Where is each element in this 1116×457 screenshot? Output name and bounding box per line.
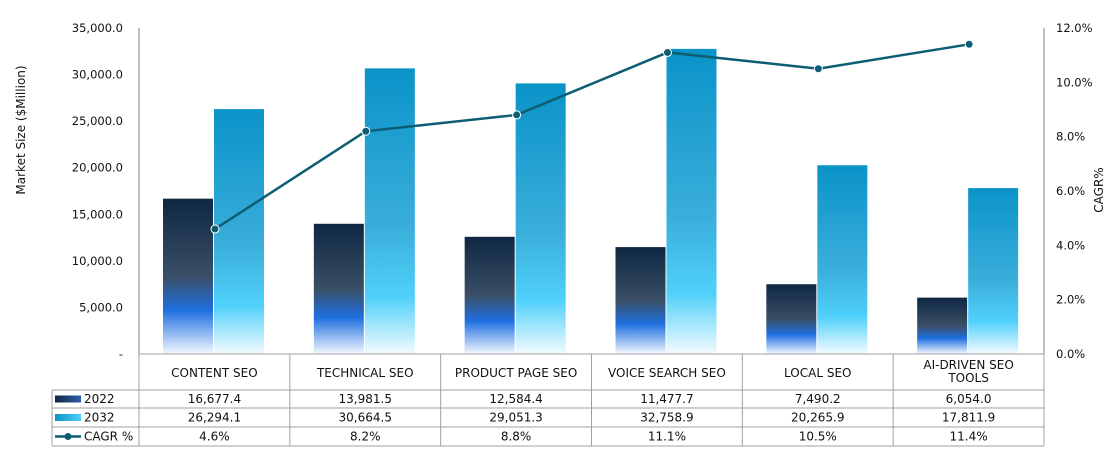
category-label-line: VOICE SEARCH SEO — [608, 366, 726, 380]
y-right-tick-label: 12.0% — [1056, 21, 1093, 35]
category-label-line: TOOLS — [947, 371, 989, 385]
table-value: 11,477.7 — [640, 392, 693, 406]
cagr-point — [663, 47, 672, 57]
table-value: 7,490.2 — [795, 392, 841, 406]
category-label: TECHNICAL SEO — [316, 366, 414, 380]
category-label-line: LOCAL SEO — [784, 366, 851, 380]
bar-2022 — [464, 236, 515, 354]
category-label-line: TECHNICAL SEO — [316, 366, 414, 380]
axes — [138, 28, 1045, 354]
bar-2032 — [515, 83, 566, 354]
y-right-tick-label: 0.0% — [1056, 347, 1085, 361]
y-left-tick-label: 35,000.0 — [72, 21, 123, 35]
y-left-tick-label: - — [119, 347, 123, 361]
y-left-tick-label: 15,000.0 — [72, 207, 123, 221]
bar-2022 — [615, 247, 666, 354]
y-right-ticks: 0.0% 2.0% 4.0% 6.0% 8.0% 10.0% 12.0% — [1056, 21, 1093, 361]
y-left-axis-title: Market Size ($Million) — [14, 65, 28, 194]
legend-label: 2022 — [84, 392, 115, 406]
bar-2032 — [214, 109, 264, 355]
bar-2032 — [364, 68, 415, 355]
table-value: 11.4% — [950, 430, 988, 444]
legend-label: 2032 — [84, 411, 115, 425]
y-right-axis-title: CAGR% — [1092, 167, 1106, 212]
cagr-point — [210, 224, 220, 234]
legend-label: CAGR % — [84, 430, 133, 444]
table-value: 32,758.9 — [640, 411, 693, 425]
cagr-line-path — [214, 43, 970, 231]
bar-2022 — [917, 297, 968, 354]
category-label: AI-DRIVEN SEO TOOLS — [923, 358, 1013, 385]
legend-key-2022 — [55, 395, 81, 403]
y-left-tick-label: 20,000.0 — [72, 161, 123, 175]
category-label-line: CONTENT SEO — [171, 366, 257, 380]
table-value: 8.8% — [501, 430, 532, 444]
legend-key-marker — [64, 433, 72, 440]
data-table: CONTENT SEO TECHNICAL SEO PRODUCT PAGE SEO… — [51, 353, 1045, 447]
y-left-tick-label: 25,000.0 — [72, 114, 123, 128]
category-label: VOICE SEARCH SEO — [608, 366, 726, 380]
bar-2022 — [313, 223, 364, 354]
y-right-tick-label: 6.0% — [1056, 184, 1085, 198]
table-value: 4.6% — [199, 430, 230, 444]
table-value: 13,981.5 — [339, 392, 392, 406]
table-value: 11.1% — [648, 430, 686, 444]
y-right-tick-label: 4.0% — [1056, 238, 1085, 252]
cagr-point — [813, 64, 823, 74]
table-value: 30,664.5 — [339, 411, 392, 425]
category-label: LOCAL SEO — [784, 366, 851, 380]
table-value: 26,294.1 — [188, 411, 241, 425]
y-right-tick-label: 10.0% — [1056, 75, 1093, 89]
legend-key-2032 — [55, 414, 81, 421]
table-value: 17,811.9 — [942, 411, 995, 425]
table-value: 10.5% — [799, 430, 837, 444]
y-right-tick-label: 8.0% — [1056, 130, 1085, 144]
y-left-tick-label: 5,000.0 — [79, 300, 123, 314]
bar-2032 — [968, 188, 1019, 354]
category-label: PRODUCT PAGE SEO — [455, 366, 577, 380]
cagr-point — [964, 39, 974, 49]
category-label-line: AI-DRIVEN SEO — [923, 358, 1013, 372]
category-label-line: PRODUCT PAGE SEO — [455, 366, 577, 380]
bar-2022 — [766, 284, 817, 354]
y-left-tick-label: 10,000.0 — [72, 254, 123, 268]
table-value: 8.2% — [350, 430, 381, 444]
category-label: CONTENT SEO — [171, 366, 257, 380]
cagr-point — [512, 110, 522, 120]
cagr-point — [361, 126, 371, 136]
bar-2022 — [163, 198, 213, 354]
table-value: 6,054.0 — [946, 392, 992, 406]
table-value: 29,051.3 — [489, 411, 542, 425]
y-left-tick-label: 30,000.0 — [72, 68, 123, 82]
cagr-line — [210, 39, 974, 234]
y-left-ticks: - 5,000.0 10,000.0 15,000.0 20,000.0 25,000.0… — [72, 21, 123, 361]
y-right-tick-label: 2.0% — [1056, 293, 1085, 307]
bar-2032 — [666, 48, 717, 355]
bar-2032 — [817, 165, 868, 354]
table-value: 12,584.4 — [489, 392, 542, 406]
bars — [163, 48, 1019, 355]
table-value: 16,677.4 — [188, 392, 241, 406]
table-value: 20,265.9 — [791, 411, 844, 425]
